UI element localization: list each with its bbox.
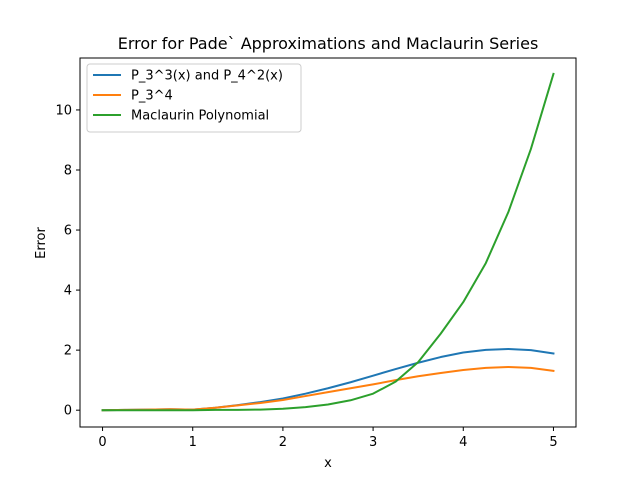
y-tick-label: 6 bbox=[64, 224, 72, 239]
axis-ticks: 0 1 2 3 4 5 0 2 4 6 8 10 bbox=[55, 103, 557, 450]
legend-label-1: P_3^3(x) and P_4^2(x) bbox=[131, 69, 283, 84]
y-tick-label: 4 bbox=[64, 284, 72, 299]
plot-area bbox=[101, 72, 555, 412]
x-tick-label: 3 bbox=[369, 435, 377, 450]
y-tick-label: 8 bbox=[64, 163, 72, 178]
legend: P_3^3(x) and P_4^2(x) P_3^4 Maclaurin Poly… bbox=[86, 63, 302, 133]
y-axis-label: Error bbox=[34, 227, 49, 259]
x-tick-label: 2 bbox=[279, 435, 287, 450]
series-line-3 bbox=[101, 72, 555, 412]
legend-label-2: P_3^4 bbox=[131, 89, 173, 104]
x-tick-label: 1 bbox=[189, 435, 197, 450]
y-tick-label: 10 bbox=[55, 103, 72, 118]
x-tick-label: 0 bbox=[98, 435, 106, 450]
chart-title: Error for Pade` Approximations and Macla… bbox=[118, 34, 539, 53]
x-tick-label: 4 bbox=[459, 435, 467, 450]
y-tick-label: 0 bbox=[64, 404, 72, 419]
y-tick-label: 2 bbox=[64, 344, 72, 359]
legend-box bbox=[86, 63, 302, 133]
x-tick-label: 5 bbox=[549, 435, 557, 450]
axes-frame bbox=[79, 57, 577, 428]
legend-label-3: Maclaurin Polynomial bbox=[131, 109, 269, 124]
x-axis-label: x bbox=[324, 456, 332, 471]
